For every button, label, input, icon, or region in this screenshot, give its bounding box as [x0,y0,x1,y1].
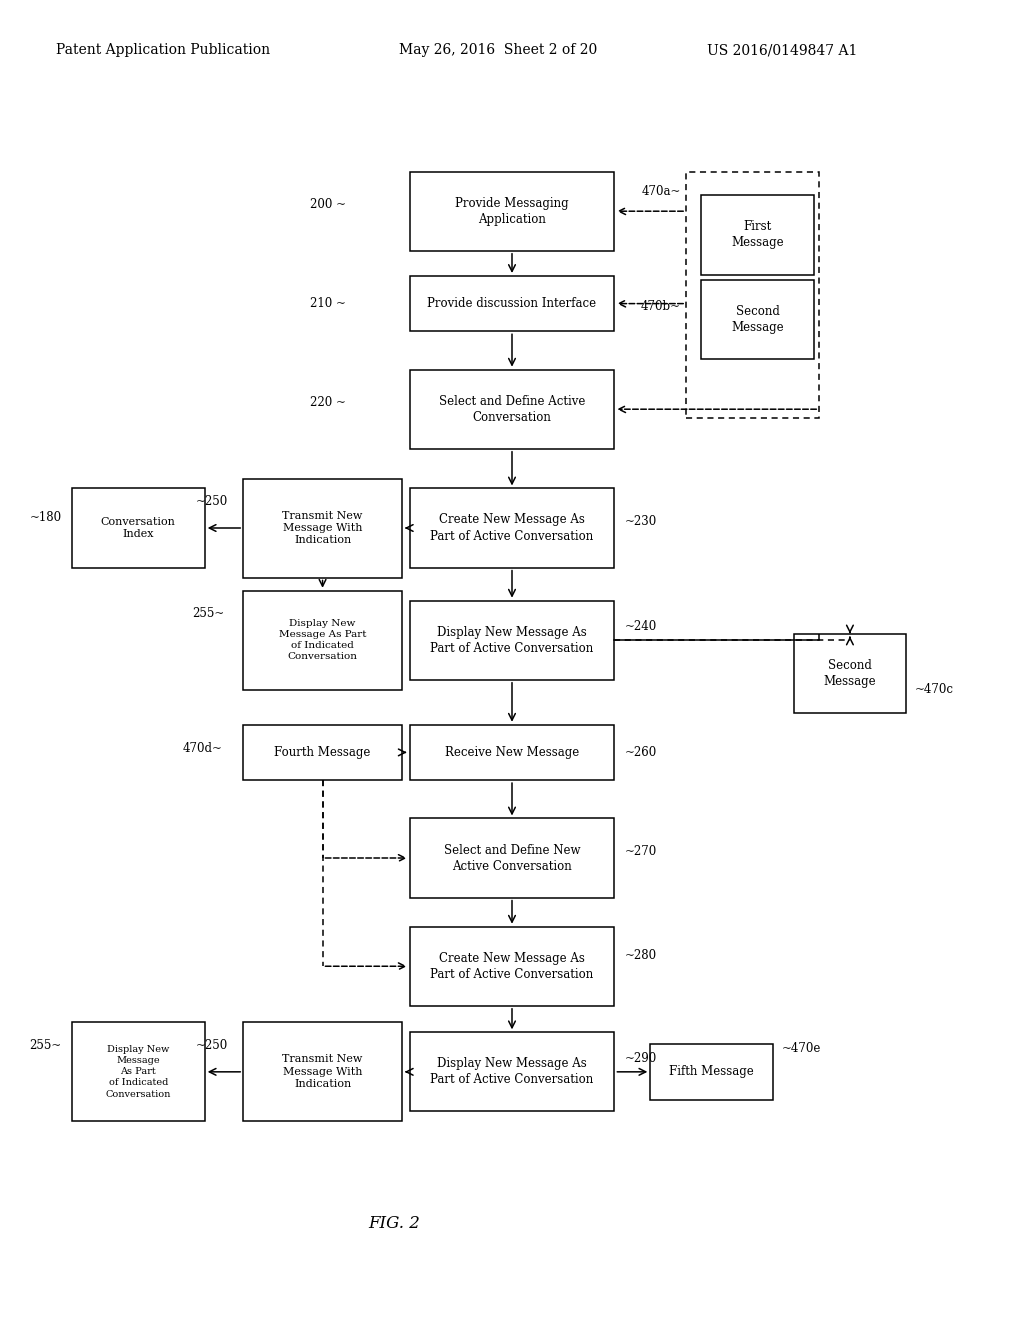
Text: Second
Message: Second Message [731,305,784,334]
Text: ~240: ~240 [625,620,656,634]
Text: 220 ~: 220 ~ [310,396,346,409]
Text: 210 ~: 210 ~ [310,297,346,310]
FancyBboxPatch shape [72,1022,205,1122]
FancyBboxPatch shape [650,1044,773,1100]
Text: Display New
Message As Part
of Indicated
Conversation: Display New Message As Part of Indicated… [279,619,367,661]
FancyBboxPatch shape [244,479,401,578]
Text: ~470e: ~470e [781,1041,820,1055]
Text: ~290: ~290 [625,1052,656,1065]
Text: Second
Message: Second Message [823,659,877,688]
Text: Provide Messaging
Application: Provide Messaging Application [456,197,568,226]
FancyBboxPatch shape [410,172,614,251]
FancyBboxPatch shape [794,634,906,713]
Text: ~280: ~280 [625,949,656,962]
Text: Receive New Message: Receive New Message [444,746,580,759]
Text: FIG. 2: FIG. 2 [369,1216,420,1232]
FancyBboxPatch shape [410,276,614,331]
FancyBboxPatch shape [410,725,614,780]
Text: Patent Application Publication: Patent Application Publication [56,44,270,57]
FancyBboxPatch shape [410,818,614,898]
Text: Fourth Message: Fourth Message [274,746,371,759]
Text: Transmit New
Message With
Indication: Transmit New Message With Indication [283,511,362,545]
Text: Transmit New
Message With
Indication: Transmit New Message With Indication [283,1055,362,1089]
Text: 470a~: 470a~ [642,185,681,198]
Text: Create New Message As
Part of Active Conversation: Create New Message As Part of Active Con… [430,952,594,981]
FancyBboxPatch shape [72,488,205,568]
FancyBboxPatch shape [701,195,814,275]
Text: First
Message: First Message [731,220,784,249]
FancyBboxPatch shape [244,1022,401,1122]
FancyBboxPatch shape [410,370,614,449]
Text: Select and Define Active
Conversation: Select and Define Active Conversation [439,395,585,424]
FancyBboxPatch shape [410,601,614,680]
Text: 255~: 255~ [30,1039,61,1052]
Text: 255~: 255~ [193,607,225,620]
Text: Display New
Message
As Part
of Indicated
Conversation: Display New Message As Part of Indicated… [105,1045,171,1098]
FancyBboxPatch shape [244,591,401,689]
Text: 470d~: 470d~ [183,742,223,755]
Text: Display New Message As
Part of Active Conversation: Display New Message As Part of Active Co… [430,1057,594,1086]
Text: US 2016/0149847 A1: US 2016/0149847 A1 [707,44,857,57]
Text: ~180: ~180 [30,511,61,524]
Text: Select and Define New
Active Conversation: Select and Define New Active Conversatio… [443,843,581,873]
Text: Create New Message As
Part of Active Conversation: Create New Message As Part of Active Con… [430,513,594,543]
FancyBboxPatch shape [701,280,814,359]
Text: ~250: ~250 [196,495,227,508]
FancyBboxPatch shape [244,725,401,780]
Text: 200 ~: 200 ~ [310,198,346,211]
Text: ~260: ~260 [625,746,656,759]
Text: Fifth Message: Fifth Message [670,1065,754,1078]
Text: May 26, 2016  Sheet 2 of 20: May 26, 2016 Sheet 2 of 20 [399,44,598,57]
Text: ~470c: ~470c [914,682,953,696]
Text: Provide discussion Interface: Provide discussion Interface [427,297,597,310]
Text: ~230: ~230 [625,515,656,528]
FancyBboxPatch shape [410,488,614,568]
Text: Display New Message As
Part of Active Conversation: Display New Message As Part of Active Co… [430,626,594,655]
FancyBboxPatch shape [410,927,614,1006]
Text: Conversation
Index: Conversation Index [100,517,176,539]
FancyBboxPatch shape [410,1032,614,1111]
Text: ~270: ~270 [625,845,656,858]
Text: 470b~: 470b~ [641,300,681,313]
Text: ~250: ~250 [196,1039,227,1052]
